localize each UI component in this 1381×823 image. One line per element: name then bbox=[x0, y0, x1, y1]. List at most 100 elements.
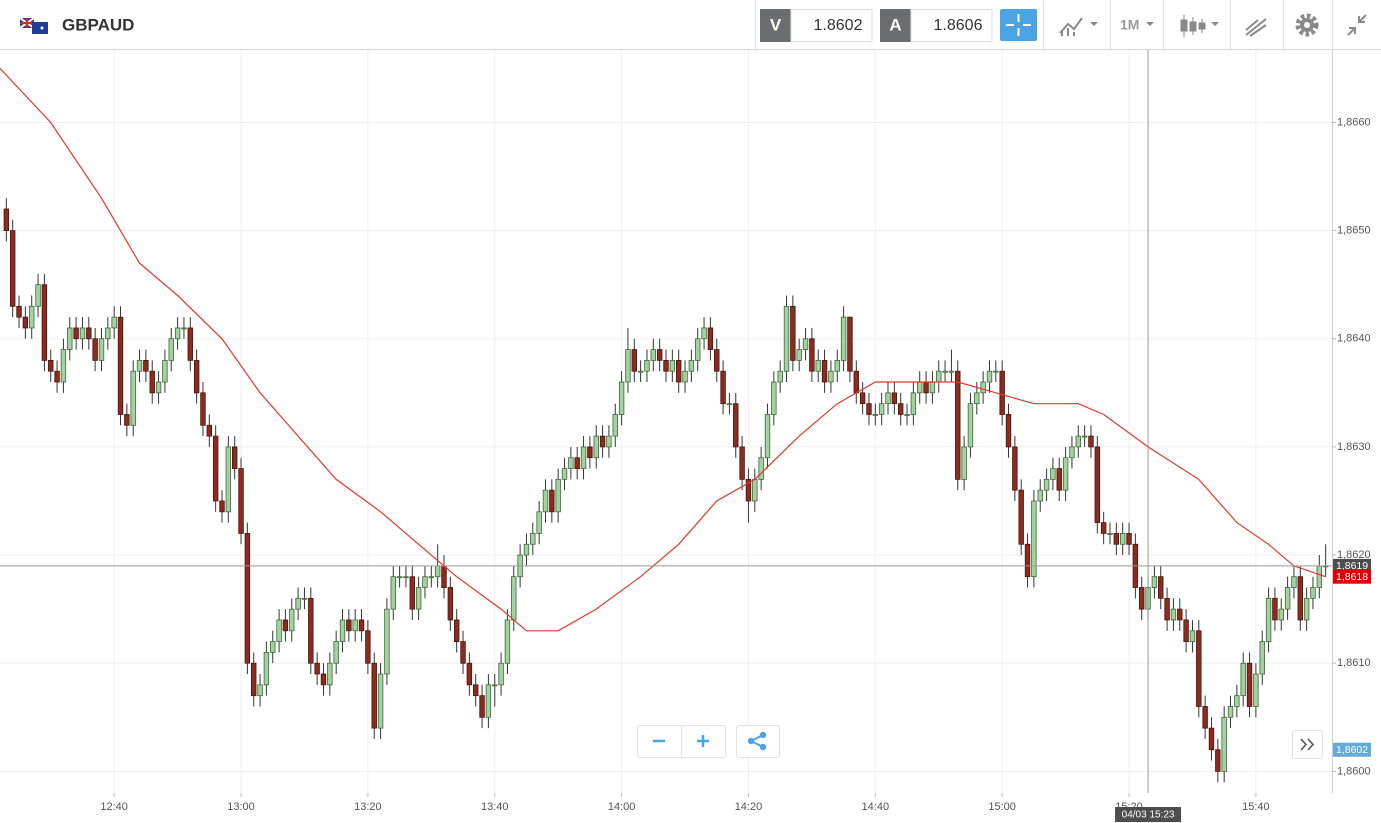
buy-button[interactable] bbox=[880, 9, 911, 42]
candle bbox=[422, 565, 428, 599]
candle bbox=[1240, 652, 1246, 707]
candle bbox=[225, 436, 232, 523]
candle-body bbox=[1094, 446, 1101, 524]
x-tick-label: 12:40 bbox=[100, 801, 128, 813]
candle bbox=[1227, 695, 1234, 729]
candle-body bbox=[187, 327, 193, 361]
candle-body bbox=[136, 359, 143, 372]
candle bbox=[358, 609, 365, 642]
candle-body bbox=[257, 684, 263, 697]
candle bbox=[644, 349, 650, 383]
candle-body bbox=[606, 435, 612, 448]
flag-icon bbox=[19, 17, 48, 34]
candle bbox=[1259, 630, 1265, 685]
timeframe[interactable]: 1M bbox=[1120, 17, 1139, 33]
candle-body bbox=[1088, 435, 1094, 448]
candle-body bbox=[149, 370, 155, 394]
candle-body bbox=[111, 316, 117, 329]
candle bbox=[917, 371, 923, 404]
candle bbox=[1005, 403, 1012, 458]
candle bbox=[1056, 457, 1062, 501]
candle bbox=[530, 522, 536, 556]
settings-button[interactable] bbox=[1295, 13, 1319, 37]
candle-body bbox=[840, 316, 847, 361]
share-button[interactable] bbox=[736, 725, 780, 758]
candle-body bbox=[580, 446, 587, 469]
buy-price-box[interactable] bbox=[910, 9, 993, 42]
candle-body bbox=[802, 338, 809, 350]
price-tag bbox=[1333, 558, 1371, 573]
candle bbox=[174, 317, 181, 350]
candle bbox=[783, 295, 790, 383]
candle bbox=[1189, 619, 1196, 653]
sell-button[interactable] bbox=[760, 9, 791, 42]
candle-body bbox=[688, 359, 695, 372]
candle bbox=[1107, 522, 1113, 545]
candle bbox=[1012, 436, 1018, 501]
candle-body bbox=[675, 359, 682, 383]
candle bbox=[834, 349, 840, 383]
candle-body bbox=[745, 478, 752, 502]
candle-body bbox=[561, 468, 568, 480]
candle bbox=[155, 371, 162, 404]
candle bbox=[428, 565, 435, 588]
candle bbox=[866, 392, 872, 426]
candle bbox=[244, 522, 251, 675]
collapse-button[interactable] bbox=[1347, 14, 1367, 36]
draw-tool-button[interactable] bbox=[1245, 18, 1267, 37]
candle bbox=[1322, 544, 1329, 577]
candle bbox=[980, 371, 986, 404]
timeframe-caret[interactable] bbox=[1146, 22, 1154, 26]
candle-body bbox=[422, 576, 428, 588]
candle bbox=[625, 327, 631, 393]
candle-body bbox=[1139, 587, 1145, 610]
candle bbox=[1208, 717, 1215, 761]
zoom-in-button[interactable] bbox=[697, 735, 709, 747]
candle bbox=[1088, 425, 1094, 458]
candle bbox=[599, 425, 606, 458]
candle-style-button[interactable] bbox=[1180, 15, 1219, 37]
candle bbox=[961, 436, 967, 491]
candle bbox=[9, 219, 16, 318]
candle-body bbox=[961, 446, 967, 480]
candle-body bbox=[752, 478, 758, 502]
sell-price-box[interactable] bbox=[790, 9, 873, 42]
candle bbox=[682, 360, 688, 393]
sell-price[interactable]: 1.8602 bbox=[814, 17, 863, 34]
candle bbox=[1177, 598, 1183, 631]
candle bbox=[415, 576, 422, 620]
candle-body bbox=[162, 359, 168, 383]
candle-body bbox=[1113, 533, 1120, 545]
candle bbox=[1126, 522, 1132, 556]
crosshair-button[interactable] bbox=[1000, 9, 1037, 41]
candle bbox=[473, 674, 479, 707]
candle-body bbox=[270, 641, 276, 653]
candle-body bbox=[999, 370, 1005, 415]
candle-body bbox=[1170, 608, 1177, 621]
sell-label[interactable]: V bbox=[770, 15, 782, 34]
buy-price[interactable]: 1.8606 bbox=[934, 17, 983, 34]
buy-label[interactable]: A bbox=[889, 15, 901, 34]
candle-body bbox=[511, 576, 517, 621]
candle bbox=[771, 371, 777, 426]
candle-body bbox=[244, 533, 251, 664]
candle bbox=[828, 360, 834, 393]
candle-body bbox=[1272, 597, 1278, 621]
scroll-right-button[interactable] bbox=[1292, 730, 1323, 759]
candle bbox=[371, 652, 377, 739]
chart-type-button[interactable] bbox=[1059, 17, 1098, 36]
candle-body bbox=[980, 381, 986, 394]
candle bbox=[1272, 587, 1278, 631]
candle-body bbox=[92, 338, 98, 361]
y-tick-label: 1,8600 bbox=[1337, 765, 1371, 777]
price-tag bbox=[1333, 742, 1371, 757]
candle bbox=[1297, 565, 1303, 631]
candle-body bbox=[834, 359, 840, 372]
candle bbox=[777, 360, 783, 393]
candle-body bbox=[9, 230, 16, 307]
candle-body bbox=[41, 284, 48, 361]
candle bbox=[669, 349, 676, 383]
candle-body bbox=[1081, 435, 1088, 438]
candle bbox=[707, 317, 714, 361]
candle bbox=[764, 403, 771, 469]
